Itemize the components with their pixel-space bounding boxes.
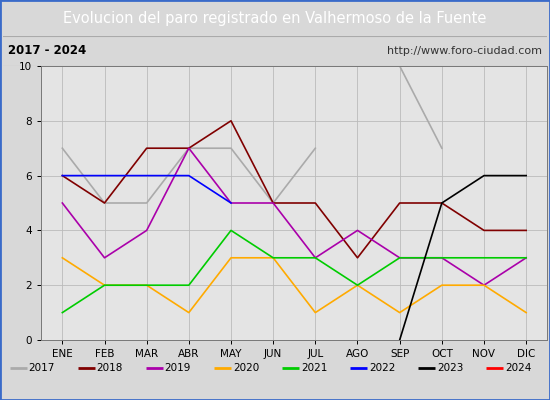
Text: 2024: 2024 (505, 363, 531, 373)
Text: 2018: 2018 (97, 363, 123, 373)
Text: 2020: 2020 (233, 363, 259, 373)
Text: 2021: 2021 (301, 363, 327, 373)
Text: 2017: 2017 (29, 363, 55, 373)
Text: 2017 - 2024: 2017 - 2024 (8, 44, 86, 58)
Text: http://www.foro-ciudad.com: http://www.foro-ciudad.com (387, 46, 542, 56)
Text: 2022: 2022 (369, 363, 395, 373)
Text: Evolucion del paro registrado en Valhermoso de la Fuente: Evolucion del paro registrado en Valherm… (63, 10, 487, 26)
Text: 2023: 2023 (437, 363, 463, 373)
Text: 2019: 2019 (165, 363, 191, 373)
